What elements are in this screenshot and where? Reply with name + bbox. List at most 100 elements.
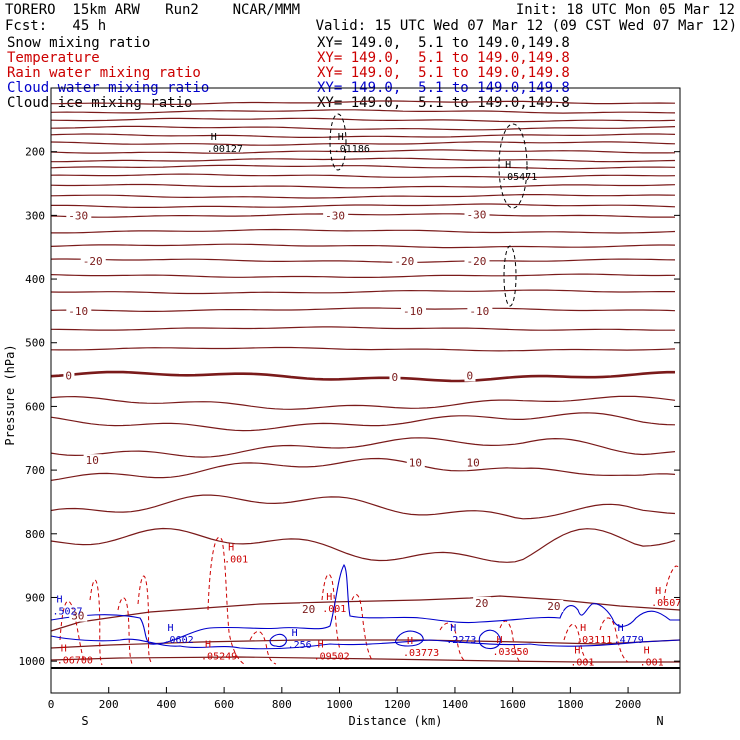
x-tick-label: 1400 xyxy=(442,698,469,711)
isotherm xyxy=(50,133,676,138)
max-value-label: .05249 xyxy=(201,652,237,663)
isotherm xyxy=(50,125,676,131)
max-marker: H xyxy=(618,623,624,634)
x-tick-label: 600 xyxy=(214,698,234,711)
isotherm xyxy=(50,437,676,458)
x-tick-label: 2000 xyxy=(615,698,642,711)
isotherm xyxy=(50,395,676,410)
cloud-water-contour xyxy=(478,629,501,650)
temperature-label: -10 xyxy=(68,305,88,318)
max-marker: H xyxy=(326,592,332,603)
legend-snow-xy: XY= 149.0, 5.1 to 149.0,149.8 xyxy=(317,35,570,51)
max-marker: H xyxy=(211,132,217,143)
max-value-label: .256 xyxy=(288,640,312,651)
isotherm xyxy=(51,100,676,106)
label-mask xyxy=(66,305,92,318)
temperature-label: 0 xyxy=(65,369,72,382)
max-value-label: .0607 xyxy=(651,598,681,609)
temperature-label: 10 xyxy=(409,457,422,470)
max-marker: H xyxy=(205,640,211,651)
cloud-ice-contour xyxy=(503,245,517,307)
max-marker: H xyxy=(644,645,650,656)
max-marker: H xyxy=(574,645,580,656)
rain-contour xyxy=(439,622,467,663)
isotherm xyxy=(50,149,676,154)
temperature-label: -30 xyxy=(68,210,88,223)
max-value-label: .03950 xyxy=(492,647,528,658)
isotherm xyxy=(50,258,676,263)
max-marker: H xyxy=(496,635,502,646)
isotherm xyxy=(50,595,681,632)
isotherm xyxy=(50,213,675,218)
legend-cloud-ice-xy: XY= 149.0, 5.1 to 149.0,149.8 xyxy=(317,95,570,111)
isotherm xyxy=(50,527,676,563)
isotherm xyxy=(50,141,676,146)
max-marker: H xyxy=(56,594,62,605)
max-value-label: .03773 xyxy=(403,648,439,659)
rain-contour xyxy=(599,617,629,663)
isotherm xyxy=(50,109,676,114)
x-tick-label: 1000 xyxy=(326,698,353,711)
temperature-label: -30 xyxy=(466,208,486,221)
x-tick-label: 0 xyxy=(48,698,55,711)
y-tick-label: 800 xyxy=(25,528,45,541)
plot-frame xyxy=(50,87,681,694)
isotherm xyxy=(50,289,675,295)
max-value-label: .0602 xyxy=(164,635,194,646)
label-mask xyxy=(467,305,493,318)
rain-contour xyxy=(321,573,341,651)
legend-snow: Snow mixing ratio xyxy=(7,35,151,51)
label-mask xyxy=(300,603,319,616)
isotherm xyxy=(50,412,676,432)
isotherm xyxy=(50,656,680,663)
temperature-label: 0 xyxy=(391,371,398,384)
temperature-label: 20 xyxy=(302,603,315,616)
isotherm xyxy=(51,157,676,163)
y-tick-label: 700 xyxy=(25,464,45,477)
max-marker: H xyxy=(338,132,344,143)
temperature-label: -10 xyxy=(469,305,489,318)
max-marker: H xyxy=(450,623,456,634)
legend-rain-xy: XY= 149.0, 5.1 to 149.0,149.8 xyxy=(317,65,570,81)
temperature-label: -20 xyxy=(83,255,103,268)
label-mask xyxy=(401,305,427,318)
cloud-ice-contour xyxy=(498,123,528,209)
legend-temperature: Temperature xyxy=(7,50,100,66)
max-marker: H xyxy=(292,628,298,639)
legend-temperature-xy: XY= 149.0, 5.1 to 149.0,149.8 xyxy=(317,50,570,66)
max-value-label: .05471 xyxy=(501,172,537,183)
isotherm xyxy=(50,194,676,199)
max-value-label: .4779 xyxy=(614,635,644,646)
y-tick-label: 200 xyxy=(25,146,45,159)
y-axis-label: Pressure (hPa) xyxy=(3,344,17,445)
isotherm xyxy=(50,243,676,249)
temperature-label: 20 xyxy=(547,600,560,613)
y-tick-label: 500 xyxy=(25,337,45,350)
x-tick-label: 200 xyxy=(99,698,119,711)
label-mask xyxy=(392,254,418,267)
rain-contour xyxy=(663,565,681,601)
label-mask xyxy=(473,596,492,609)
isotherm xyxy=(50,494,676,520)
isotherm xyxy=(50,173,676,178)
legend-rain: Rain water mixing ratio xyxy=(7,65,201,81)
rain-contour xyxy=(59,600,85,661)
y-tick-label: 600 xyxy=(25,400,45,413)
valid-time: Valid: 15 UTC Wed 07 Mar 12 (09 CST Wed … xyxy=(315,18,737,34)
max-marker: H xyxy=(655,586,661,597)
cloud-water-contour xyxy=(269,633,287,648)
max-value-label: .09502 xyxy=(314,652,350,663)
isotherm xyxy=(50,346,676,352)
rain-contour xyxy=(207,536,245,665)
max-value-label: .2273 xyxy=(446,635,476,646)
cloud-water-contour xyxy=(395,630,424,647)
temperature-label: 30 xyxy=(71,610,84,623)
rain-contour xyxy=(249,631,277,665)
isotherm xyxy=(50,183,676,189)
max-value-label: .5027 xyxy=(52,606,82,617)
rain-contour xyxy=(563,623,593,665)
max-value-label: .01186 xyxy=(334,144,370,155)
rain-contour xyxy=(499,620,521,663)
contour-labels: -30 -30 -30 -20 -20 -20 -10 -10 -10 0 0 0 10 10 10 20 20… xyxy=(52,132,681,668)
label-mask xyxy=(323,209,349,222)
